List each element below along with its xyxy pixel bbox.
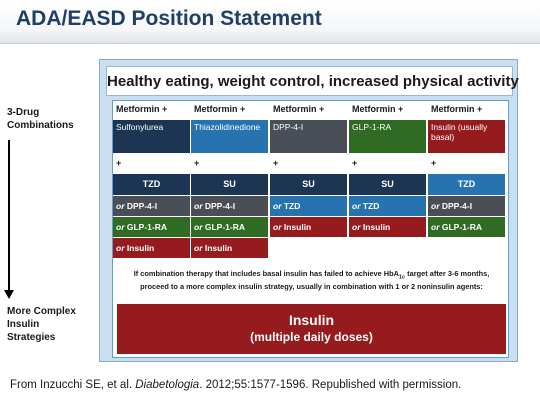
alternative-drug-name: DPP-4-I bbox=[202, 201, 236, 211]
alternative-drug-cell: or DPP-4-I bbox=[113, 196, 190, 216]
lifestyle-banner: Healthy eating, weight control, increase… bbox=[106, 66, 519, 96]
or-label: or bbox=[194, 243, 203, 253]
third-drug-class-cell: SU bbox=[191, 174, 268, 195]
insulin-note-text-b: target after 3-6 months, bbox=[405, 269, 490, 278]
citation-journal: Diabetologia bbox=[135, 379, 200, 391]
plus-sign: + bbox=[428, 154, 505, 173]
lifestyle-text: Healthy eating, weight control, increase… bbox=[107, 73, 519, 90]
or-label: or bbox=[194, 222, 203, 232]
alternative-drug-name: DPP-4-I bbox=[124, 201, 158, 211]
column-header: Metformin + bbox=[349, 101, 426, 119]
or-label: or bbox=[352, 222, 361, 232]
plus-sign: + bbox=[191, 154, 268, 173]
or-label: or bbox=[431, 201, 440, 211]
or-label: or bbox=[194, 201, 203, 211]
alternative-drug-name: DPP-4-I bbox=[439, 201, 473, 211]
citation-suffix: . 2012;55:1577-1596. Republished with pe… bbox=[199, 379, 462, 391]
title-bar: ADA/EASD Position Statement bbox=[0, 0, 540, 44]
side-label-top-line1: 3-Drug bbox=[7, 107, 40, 118]
down-arrow-shaft bbox=[8, 140, 10, 292]
algorithm-panel: Healthy eating, weight control, increase… bbox=[99, 59, 519, 362]
alternative-drug-cell: or TZD bbox=[270, 196, 347, 216]
alternative-drug-name: TZD bbox=[360, 201, 380, 211]
second-drug-cell: Thiazolidinedione bbox=[191, 120, 268, 153]
alternative-drug-name: Insulin bbox=[124, 243, 155, 253]
side-label-top: 3-Drug Combinations bbox=[7, 106, 91, 132]
plus-sign: + bbox=[349, 154, 426, 173]
plus-sign: + bbox=[270, 154, 347, 173]
alternative-drug-name: Insulin bbox=[281, 222, 312, 232]
insulin-note-sub: 1c bbox=[398, 274, 406, 281]
or-label: or bbox=[116, 243, 125, 253]
combination-grid: Metformin + Sulfonylurea + TZD or DPP-4-I or … bbox=[112, 100, 509, 358]
insulin-strategy-sub: (multiple daily doses) bbox=[250, 330, 373, 344]
insulin-note: If combination therapy that includes bas… bbox=[117, 269, 506, 299]
insulin-note-line1: If combination therapy that includes bas… bbox=[117, 269, 506, 282]
insulin-note-line2: proceed to a more complex insulin strate… bbox=[140, 282, 483, 292]
or-label: or bbox=[352, 201, 361, 211]
second-drug-cell: Insulin (usually basal) bbox=[428, 120, 505, 153]
second-drug-cell: DPP-4-I bbox=[270, 120, 347, 153]
column-header: Metformin + bbox=[191, 101, 268, 119]
alternative-drug-cell: or Insulin bbox=[270, 217, 347, 237]
column-header: Metformin + bbox=[113, 101, 190, 119]
plus-sign: + bbox=[113, 154, 190, 173]
alternative-drug-name: GLP-1-RA bbox=[202, 222, 245, 232]
side-label-bottom-line1: More Complex bbox=[7, 306, 76, 317]
third-drug-class-cell: TZD bbox=[428, 174, 505, 195]
third-drug-class-cell: SU bbox=[270, 174, 347, 195]
or-label: or bbox=[431, 222, 440, 232]
citation-prefix: From Inzucchi SE, et al. bbox=[10, 379, 136, 391]
alternative-drug-cell: or TZD bbox=[349, 196, 426, 216]
column-header: Metformin + bbox=[270, 101, 347, 119]
alternative-drug-name: Insulin bbox=[202, 243, 233, 253]
alternative-drug-name: TZD bbox=[281, 201, 301, 211]
alternative-drug-cell: or DPP-4-I bbox=[428, 196, 505, 216]
down-arrow-icon bbox=[4, 290, 14, 299]
alternative-drug-name: GLP-1-RA bbox=[439, 222, 482, 232]
second-drug-cell: GLP-1-RA bbox=[349, 120, 426, 153]
column-header: Metformin + bbox=[428, 101, 505, 119]
side-label-top-line2: Combinations bbox=[7, 120, 74, 131]
insulin-strategy-title: Insulin bbox=[288, 312, 335, 328]
alternative-drug-cell: or GLP-1-RA bbox=[113, 217, 190, 237]
alternative-drug-cell: or GLP-1-RA bbox=[191, 217, 268, 237]
insulin-note-text-a: If combination therapy that includes bas… bbox=[133, 269, 399, 278]
alternative-drug-name: GLP-1-RA bbox=[124, 222, 167, 232]
second-drug-cell: Sulfonylurea bbox=[113, 120, 190, 153]
or-label: or bbox=[116, 222, 125, 232]
alternative-drug-cell: or GLP-1-RA bbox=[428, 217, 505, 237]
third-drug-class-cell: SU bbox=[349, 174, 426, 195]
side-label-bottom: More Complex Insulin Strategies bbox=[7, 305, 91, 344]
alternative-drug-name: Insulin bbox=[360, 222, 391, 232]
or-label: or bbox=[273, 201, 282, 211]
alternative-drug-cell: or Insulin bbox=[191, 238, 268, 258]
citation-footer: From Inzucchi SE, et al. Diabetologia. 2… bbox=[10, 379, 535, 391]
third-drug-class-cell: TZD bbox=[113, 174, 190, 195]
side-label-bottom-line2: Insulin bbox=[7, 319, 40, 330]
alternative-drug-cell: or DPP-4-I bbox=[191, 196, 268, 216]
slide-title: ADA/EASD Position Statement bbox=[16, 7, 322, 30]
side-label-bottom-line3: Strategies bbox=[7, 332, 56, 343]
or-label: or bbox=[116, 201, 125, 211]
alternative-drug-cell: or Insulin bbox=[349, 217, 426, 237]
insulin-strategy-box: Insulin (multiple daily doses) bbox=[117, 304, 506, 354]
alternative-drug-cell: or Insulin bbox=[113, 238, 190, 258]
or-label: or bbox=[273, 222, 282, 232]
